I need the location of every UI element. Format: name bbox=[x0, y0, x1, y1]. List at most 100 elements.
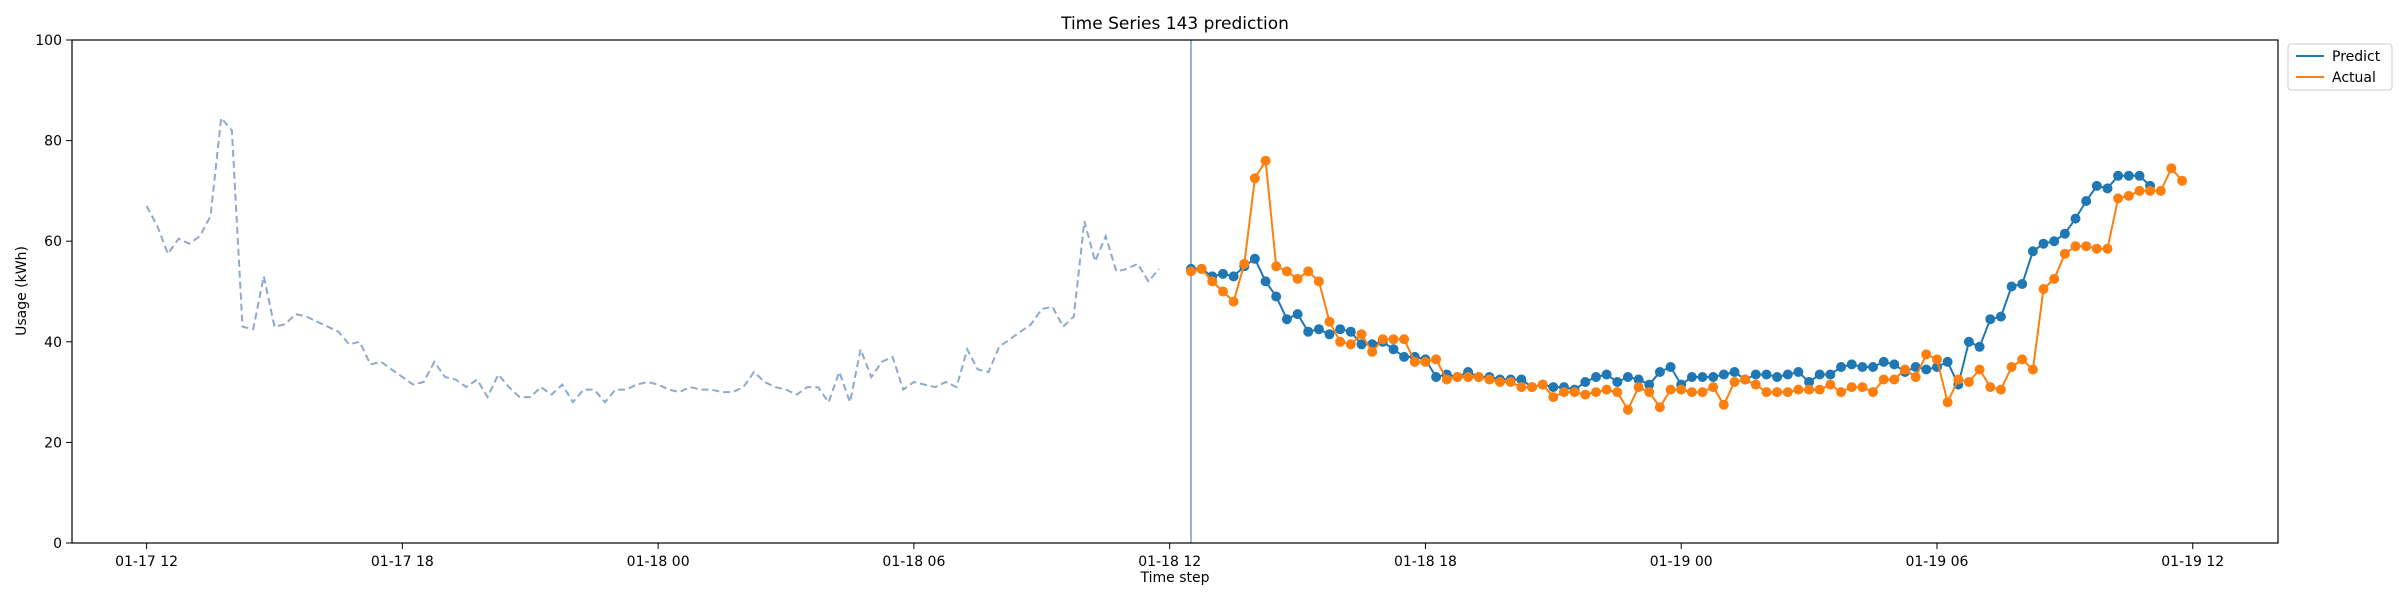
point-actual bbox=[1399, 334, 1410, 345]
point-predict bbox=[2017, 279, 2028, 289]
point-predict bbox=[1942, 356, 1953, 367]
point-actual bbox=[1729, 377, 1740, 387]
point-actual bbox=[1953, 374, 1964, 385]
point-predict bbox=[1804, 377, 1815, 387]
point-actual bbox=[2123, 190, 2134, 201]
point-actual bbox=[1569, 387, 1580, 398]
point-predict bbox=[1761, 369, 1772, 380]
point-predict bbox=[1622, 372, 1633, 382]
x-tick-label: 01-18 06 bbox=[882, 554, 945, 570]
point-actual bbox=[1281, 266, 1292, 277]
point-predict bbox=[1963, 336, 1974, 347]
point-actual bbox=[1889, 374, 1900, 385]
point-actual bbox=[2134, 185, 2145, 196]
point-actual bbox=[1207, 276, 1218, 287]
point-predict bbox=[1516, 374, 1527, 385]
point-actual bbox=[1622, 404, 1633, 415]
point-actual bbox=[1814, 384, 1825, 395]
point-predict bbox=[1857, 362, 1868, 372]
point-predict bbox=[1985, 314, 1996, 325]
point-predict bbox=[1878, 356, 1889, 367]
point-actual bbox=[2006, 362, 2017, 372]
series-line-actual bbox=[1190, 157, 2183, 412]
point-actual bbox=[1740, 374, 1751, 385]
point-predict bbox=[1601, 369, 1612, 380]
point-predict bbox=[2102, 183, 2113, 194]
point-actual bbox=[2102, 243, 2113, 254]
point-predict bbox=[1836, 362, 1847, 372]
point-actual bbox=[1239, 258, 1250, 269]
point-actual bbox=[1804, 384, 1815, 395]
plot-area bbox=[145, 40, 2188, 543]
point-predict bbox=[1388, 344, 1399, 355]
point-actual bbox=[1271, 261, 1282, 272]
point-actual bbox=[1505, 377, 1516, 387]
point-actual bbox=[1878, 374, 1889, 385]
point-actual bbox=[1676, 384, 1687, 395]
point-actual bbox=[1431, 354, 1442, 365]
point-actual bbox=[1932, 354, 1942, 365]
point-actual bbox=[2017, 354, 2028, 365]
point-actual bbox=[1708, 382, 1719, 393]
plot-frame bbox=[71, 39, 2279, 544]
point-predict bbox=[1644, 379, 1655, 390]
point-predict bbox=[1399, 351, 1410, 362]
point-predict bbox=[1686, 372, 1697, 382]
point-actual bbox=[1356, 329, 1367, 340]
point-predict bbox=[1921, 364, 1932, 375]
point-predict bbox=[1665, 362, 1676, 372]
x-tick-label: 01-18 12 bbox=[1138, 554, 1201, 570]
x-tick-label: 01-17 12 bbox=[115, 554, 178, 570]
point-predict bbox=[1303, 326, 1314, 337]
x-tick-label: 01-19 12 bbox=[2161, 554, 2224, 570]
point-actual bbox=[1868, 387, 1878, 398]
y-axis-title: Usage (kWh) bbox=[14, 246, 30, 336]
point-actual bbox=[1484, 374, 1495, 385]
point-actual bbox=[1228, 296, 1239, 307]
point-actual bbox=[1963, 377, 1974, 387]
point-actual bbox=[2155, 185, 2166, 196]
point-actual bbox=[2059, 248, 2070, 259]
point-actual bbox=[1644, 387, 1655, 398]
point-predict bbox=[1324, 329, 1335, 340]
point-predict bbox=[1718, 369, 1729, 380]
point-actual bbox=[1388, 334, 1399, 345]
point-actual bbox=[1974, 364, 1985, 375]
x-tick-label: 01-17 18 bbox=[371, 554, 434, 570]
point-predict bbox=[1335, 324, 1346, 335]
point-actual bbox=[1750, 379, 1761, 390]
x-tick-label: 01-19 00 bbox=[1650, 554, 1713, 570]
point-actual bbox=[1495, 377, 1505, 387]
point-predict bbox=[1793, 367, 1804, 377]
point-actual bbox=[1196, 263, 1207, 274]
point-predict bbox=[1846, 359, 1857, 370]
point-predict bbox=[1345, 326, 1356, 337]
point-actual bbox=[1218, 286, 1228, 297]
point-actual bbox=[1559, 387, 1569, 398]
chart-title: Time Series 143 prediction bbox=[1060, 14, 1289, 34]
point-predict bbox=[1772, 372, 1783, 382]
point-predict bbox=[1431, 372, 1442, 382]
point-actual bbox=[1186, 266, 1196, 277]
point-actual bbox=[1601, 384, 1612, 395]
point-predict bbox=[1218, 268, 1228, 279]
point-actual bbox=[1654, 402, 1665, 413]
point-actual bbox=[2038, 284, 2049, 294]
point-actual bbox=[1537, 379, 1548, 390]
point-actual bbox=[1409, 356, 1420, 367]
y-tick-label: 60 bbox=[44, 234, 62, 250]
point-predict bbox=[1633, 374, 1644, 385]
point-actual bbox=[1665, 384, 1676, 395]
point-predict bbox=[1228, 271, 1239, 282]
legend: Predict Actual bbox=[2287, 43, 2393, 91]
point-predict bbox=[2091, 180, 2102, 191]
point-actual bbox=[1761, 387, 1772, 398]
point-actual bbox=[1249, 173, 1260, 184]
point-predict bbox=[1591, 372, 1601, 382]
y-tick-label: 20 bbox=[44, 435, 62, 451]
point-actual bbox=[1473, 372, 1484, 382]
point-predict bbox=[2006, 281, 2017, 292]
point-actual bbox=[1591, 387, 1601, 398]
point-actual bbox=[1452, 372, 1463, 382]
